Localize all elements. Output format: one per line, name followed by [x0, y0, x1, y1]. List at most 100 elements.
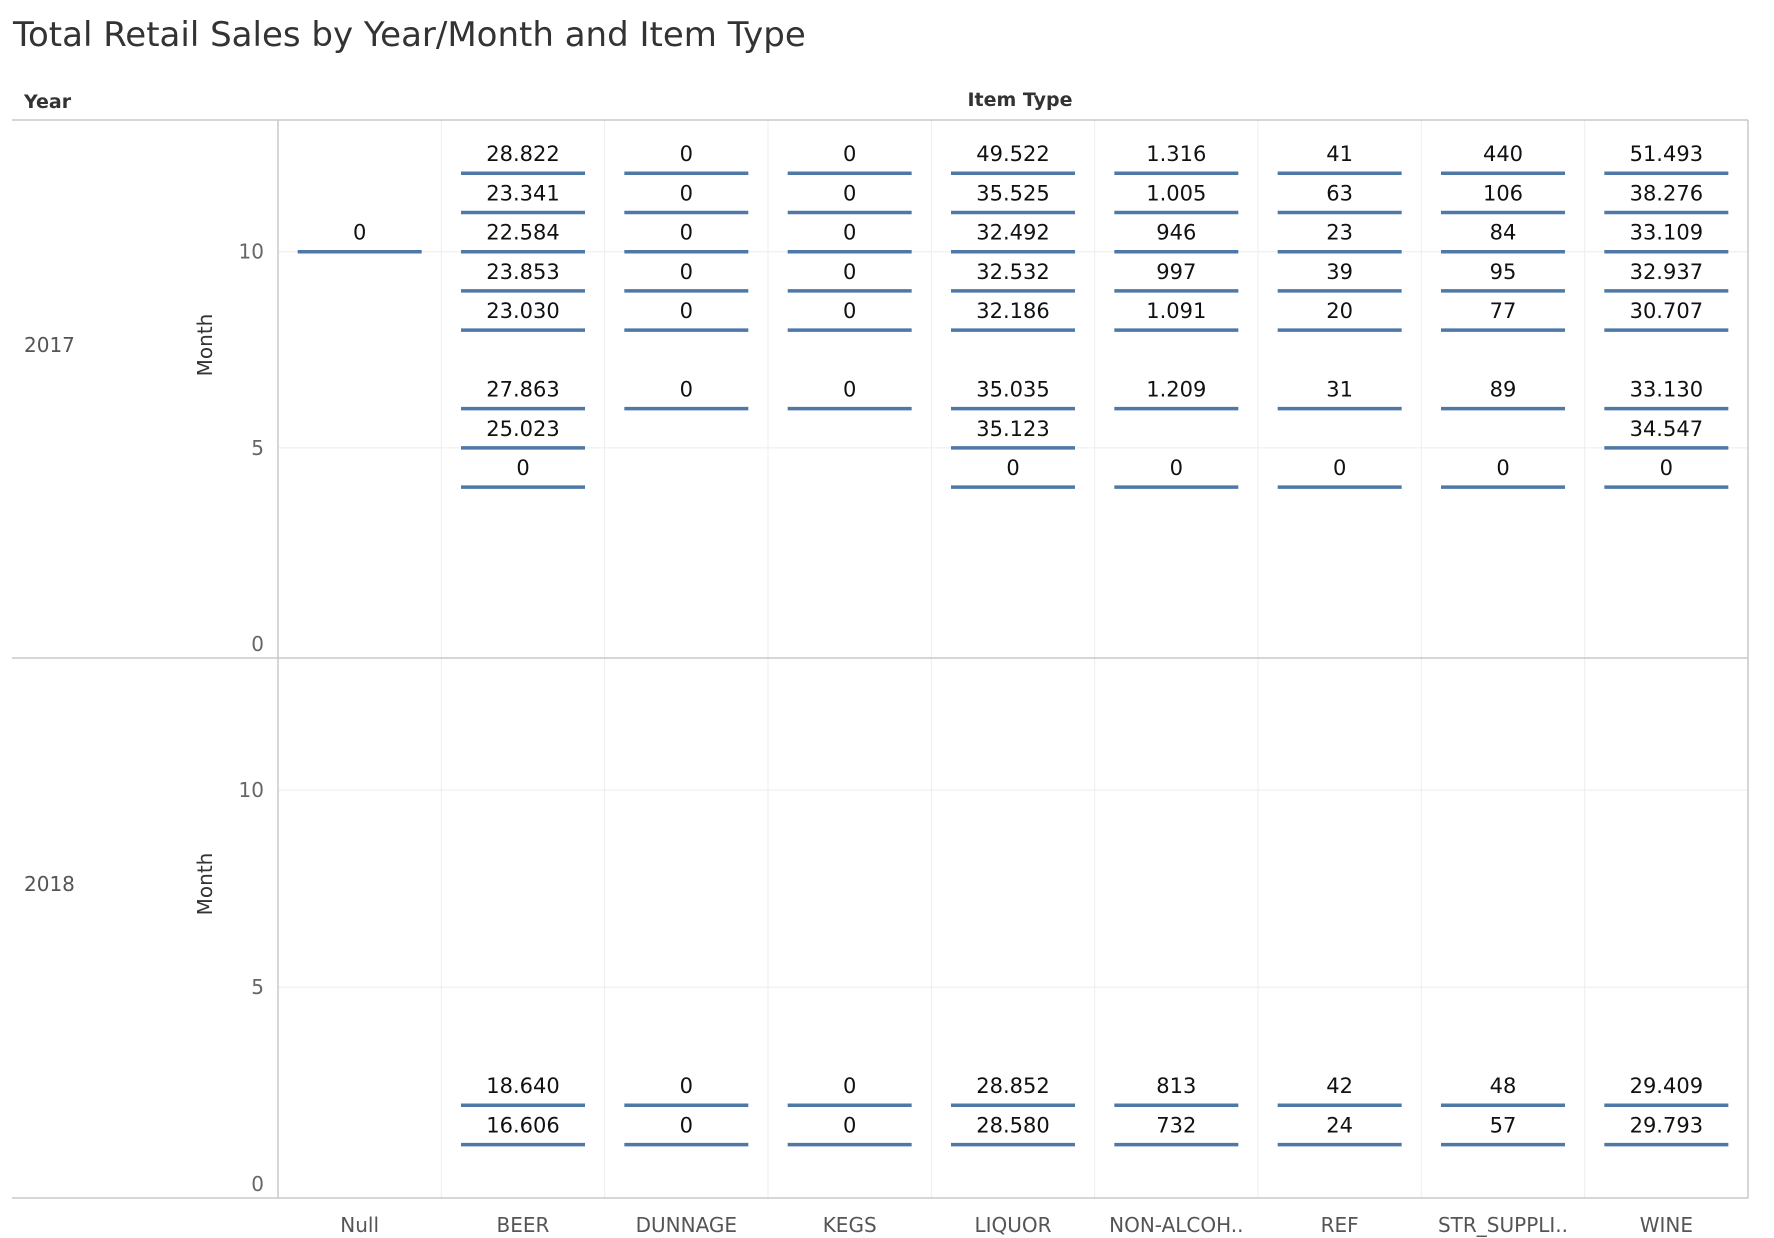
mark-label-2018-str-suppli-m1: 57	[1490, 1114, 1517, 1138]
mark-label-2018-dunnage-m1: 0	[680, 1114, 693, 1138]
mark-label-2017-wine-m12: 51.493	[1630, 142, 1703, 166]
mark-label-2018-liquor-m1: 28.580	[976, 1114, 1049, 1138]
y-axis-title: Month	[193, 314, 217, 377]
mark-label-2017-non-alcoh-m9: 997	[1156, 260, 1196, 284]
category-labels: Null BEER DUNNAGE KEGS LIQUOR NON-ALCOH.. REF S…	[340, 1213, 1693, 1237]
y-tick-label: 10	[239, 778, 264, 802]
mark-label-2018-non-alcoh-m1: 732	[1156, 1114, 1196, 1138]
mark-label-2017-null-m10: 0	[353, 221, 366, 245]
category-label-non-alcoh: NON-ALCOH..	[1109, 1213, 1243, 1237]
mark-label-2017-dunnage-m6: 0	[680, 378, 693, 402]
mark-label-2017-beer-m11: 23.341	[486, 181, 559, 205]
mark-label-2017-ref-m4: 0	[1333, 456, 1346, 480]
mark-label-2018-ref-m1: 24	[1326, 1114, 1353, 1138]
mark-label-2017-dunnage-m12: 0	[680, 142, 693, 166]
y-tick-label: 5	[251, 975, 264, 999]
category-label-ref: REF	[1321, 1213, 1359, 1237]
mark-label-2017-liquor-m9: 32.532	[976, 260, 1049, 284]
mark-label-2017-ref-m9: 39	[1326, 260, 1353, 284]
mark-label-2017-non-alcoh-m6: 1.209	[1146, 378, 1206, 402]
mark-label-2017-kegs-m10: 0	[843, 221, 856, 245]
mark-label-2017-liquor-m10: 32.492	[976, 221, 1049, 245]
mark-label-2018-kegs-m1: 0	[843, 1114, 856, 1138]
category-label-null: Null	[340, 1213, 379, 1237]
year-label-2018: 2018	[24, 872, 75, 896]
mark-label-2017-dunnage-m10: 0	[680, 221, 693, 245]
mark-label-2017-wine-m8: 30.707	[1630, 299, 1703, 323]
mark-label-2017-beer-m9: 23.853	[486, 260, 559, 284]
mark-label-2018-wine-m1: 29.793	[1630, 1114, 1703, 1138]
mark-label-2017-str-suppli-m4: 0	[1496, 456, 1509, 480]
mark-label-2017-kegs-m6: 0	[843, 378, 856, 402]
mark-label-2017-str-suppli-m9: 95	[1490, 260, 1517, 284]
mark-label-2018-kegs-m2: 0	[843, 1074, 856, 1098]
mark-label-2017-wine-m9: 32.937	[1630, 260, 1703, 284]
mark-label-2018-str-suppli-m2: 48	[1490, 1074, 1517, 1098]
mark-label-2017-wine-m4: 0	[1660, 456, 1673, 480]
marks-layer: 0 28.822 23.341 22.584 23.853 23.030 27.863 25.…	[297, 142, 1729, 1147]
mark-label-2017-dunnage-m8: 0	[680, 299, 693, 323]
mark-label-2017-str-suppli-m12: 440	[1483, 142, 1523, 166]
category-label-dunnage: DUNNAGE	[636, 1213, 737, 1237]
mark-label-2017-beer-m4: 0	[516, 456, 529, 480]
mark-label-2017-liquor-m6: 35.035	[976, 378, 1049, 402]
mark-label-2017-liquor-m4: 0	[1006, 456, 1019, 480]
mark-label-2018-beer-m2: 18.640	[486, 1074, 559, 1098]
mark-label-2017-non-alcoh-m12: 1.316	[1146, 142, 1206, 166]
mark-label-2017-kegs-m8: 0	[843, 299, 856, 323]
mark-label-2017-non-alcoh-m10: 946	[1156, 221, 1196, 245]
mark-label-2017-ref-m8: 20	[1326, 299, 1353, 323]
y-axis-title: Month	[193, 853, 217, 916]
chart-title: Total Retail Sales by Year/Month and Ite…	[12, 15, 806, 55]
mark-label-2017-kegs-m9: 0	[843, 260, 856, 284]
mark-label-2017-beer-m10: 22.584	[486, 221, 559, 245]
mark-label-2018-ref-m2: 42	[1326, 1074, 1353, 1098]
mark-label-2017-wine-m5: 34.547	[1630, 417, 1703, 441]
category-label-wine: WINE	[1640, 1213, 1693, 1237]
mark-label-2017-str-suppli-m11: 106	[1483, 181, 1523, 205]
mark-label-2017-liquor-m8: 32.186	[976, 299, 1049, 323]
mark-label-2017-non-alcoh-m8: 1.091	[1146, 299, 1206, 323]
frame-layer	[12, 119, 1749, 1199]
category-label-kegs: KEGS	[823, 1213, 877, 1237]
mark-label-2017-beer-m5: 25.023	[486, 417, 559, 441]
mark-label-2017-liquor-m5: 35.123	[976, 417, 1049, 441]
y-tick-label: 0	[251, 1172, 264, 1196]
y-tick-label: 5	[251, 436, 264, 460]
mark-label-2017-beer-m12: 28.822	[486, 142, 559, 166]
mark-label-2017-dunnage-m9: 0	[680, 260, 693, 284]
year-label-2017: 2017	[24, 333, 75, 357]
mark-label-2017-ref-m12: 41	[1326, 142, 1353, 166]
mark-label-2017-str-suppli-m10: 84	[1490, 221, 1517, 245]
mark-label-2017-kegs-m11: 0	[843, 181, 856, 205]
mark-label-2017-ref-m6: 31	[1326, 378, 1353, 402]
row-header-year: Year	[23, 91, 72, 113]
category-label-str-suppli: STR_SUPPLI..	[1438, 1213, 1568, 1237]
axes-layer: 0 5 10 Month 2017 0 5 10 Month 2018	[24, 240, 264, 1196]
mark-label-2017-ref-m10: 23	[1326, 221, 1353, 245]
mark-label-2017-non-alcoh-m11: 1.005	[1146, 181, 1206, 205]
mark-label-2017-kegs-m12: 0	[843, 142, 856, 166]
mark-label-2017-non-alcoh-m4: 0	[1170, 456, 1183, 480]
mark-label-2017-dunnage-m11: 0	[680, 181, 693, 205]
mark-label-2018-wine-m2: 29.409	[1630, 1074, 1703, 1098]
mark-label-2017-beer-m6: 27.863	[486, 378, 559, 402]
mark-label-2018-beer-m1: 16.606	[486, 1114, 559, 1138]
category-label-beer: BEER	[497, 1213, 550, 1237]
mark-label-2017-wine-m6: 33.130	[1630, 378, 1703, 402]
mark-label-2017-wine-m10: 33.109	[1630, 221, 1703, 245]
mark-label-2017-liquor-m11: 35.525	[976, 181, 1049, 205]
mark-label-2017-str-suppli-m8: 77	[1490, 299, 1517, 323]
category-label-liquor: LIQUOR	[974, 1213, 1051, 1237]
mark-label-2017-ref-m11: 63	[1326, 181, 1353, 205]
mark-label-2017-beer-m8: 23.030	[486, 299, 559, 323]
y-tick-label: 0	[251, 632, 264, 656]
mark-label-2017-liquor-m12: 49.522	[976, 142, 1049, 166]
mark-label-2017-wine-m11: 38.276	[1630, 181, 1703, 205]
y-tick-label: 10	[239, 240, 264, 264]
column-header-item-type: Item Type	[967, 89, 1072, 111]
mark-label-2018-liquor-m2: 28.852	[976, 1074, 1049, 1098]
mark-label-2018-dunnage-m2: 0	[680, 1074, 693, 1098]
mark-label-2018-non-alcoh-m2: 813	[1156, 1074, 1196, 1098]
